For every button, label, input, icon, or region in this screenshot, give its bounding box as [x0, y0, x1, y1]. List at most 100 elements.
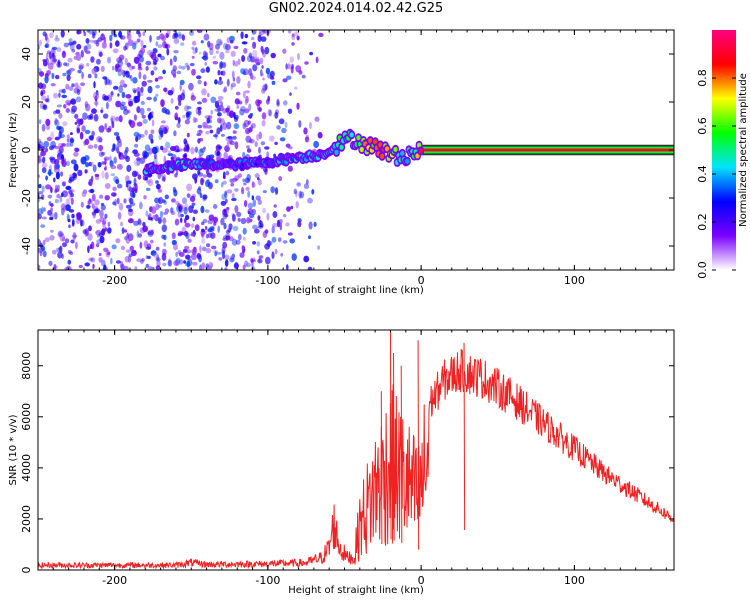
spectrogram-noise-speckle: [223, 222, 227, 230]
spectrogram-noise-speckle: [178, 205, 182, 212]
spectrogram-noise-speckle: [261, 73, 264, 77]
spectrogram-noise-speckle: [262, 230, 268, 238]
spectrogram-noise-speckle: [315, 56, 319, 64]
spectrogram-noise-speckle: [76, 212, 80, 217]
spectrogram-noise-speckle: [121, 69, 125, 76]
ridge-blob: [356, 135, 361, 141]
spectrogram-noise-speckle: [154, 153, 157, 160]
spectrogram-noise-speckle: [243, 47, 248, 54]
spectrogram-noise-speckle: [261, 65, 264, 69]
spectrogram-noise-speckle: [43, 207, 46, 212]
spectrogram-noise-speckle: [69, 251, 74, 255]
spectrogram-noise-speckle: [104, 195, 110, 201]
spectrogram-noise-speckle: [269, 135, 275, 142]
spectrogram-noise-speckle: [89, 188, 95, 194]
spectrogram-noise-speckle: [212, 60, 218, 65]
spectrogram-noise-speckle: [177, 250, 182, 255]
spectrogram-noise-speckle: [155, 246, 160, 251]
spectrogram-noise-speckle: [198, 51, 202, 55]
spectrogram-noise-speckle: [264, 146, 270, 150]
spectrogram-noise-speckle: [291, 63, 294, 69]
spectrogram-noise-speckle: [257, 199, 262, 205]
spectrogram-noise-speckle: [58, 145, 64, 154]
spectrogram-noise-speckle: [270, 186, 276, 194]
spectrogram-noise-speckle: [150, 229, 154, 236]
spectrogram-noise-speckle: [242, 90, 246, 99]
spectrogram-noise-speckle: [52, 58, 57, 63]
spectrogram-noise-speckle: [41, 162, 48, 168]
spectrogram-noise-speckle: [276, 219, 281, 228]
spectrogram-noise-speckle: [68, 41, 74, 46]
spectrogram-heatmap: [38, 30, 674, 270]
spectrogram-noise-speckle: [155, 84, 161, 89]
spectrogram-noise-speckle: [172, 73, 177, 78]
spectrogram-noise-speckle: [71, 213, 75, 219]
spectrogram-noise-speckle: [105, 101, 109, 110]
spectrogram-noise-speckle: [232, 59, 235, 67]
spectrogram-noise-speckle: [115, 260, 122, 264]
spectrogram-noise-speckle: [265, 256, 271, 265]
spectrogram-noise-speckle: [220, 217, 225, 226]
spectrogram-noise-speckle: [187, 238, 192, 243]
spectrogram-noise-speckle: [220, 182, 224, 188]
spectrogram-noise-speckle: [159, 210, 164, 219]
spectrogram-noise-speckle: [257, 178, 262, 186]
spectrogram-noise-speckle: [157, 76, 163, 80]
spectrogram-noise-speckle: [264, 46, 270, 55]
spectrogram-noise-speckle: [304, 61, 309, 65]
spectrogram-noise-speckle: [224, 191, 228, 199]
spectrogram-noise-speckle: [50, 207, 53, 213]
spectrogram-noise-speckle: [111, 65, 115, 71]
spectrogram-noise-speckle: [139, 241, 143, 249]
spectrogram-noise-speckle: [53, 110, 57, 115]
spectrogram-noise-speckle: [58, 232, 64, 237]
spectrogram-noise-speckle: [212, 216, 218, 223]
spectrogram-noise-speckle: [230, 82, 236, 88]
spectrogram-noise-speckle: [226, 78, 230, 87]
spectrogram-noise-speckle: [259, 57, 264, 65]
spectrogram-noise-speckle: [128, 186, 133, 192]
spectrogram-noise-speckle: [136, 121, 143, 127]
spectrogram-noise-speckle: [221, 246, 226, 255]
spectrogram-noise-speckle: [116, 197, 120, 205]
spectrogram-noise-speckle: [116, 135, 120, 141]
spectrogram-noise-speckle: [203, 125, 209, 129]
spectrogram-noise-speckle: [44, 44, 48, 48]
spectrogram-noise-speckle: [289, 238, 296, 244]
spectrogram-noise-speckle: [129, 245, 134, 251]
spectrogram-noise-speckle: [184, 245, 190, 250]
spectrogram-noise-speckle: [84, 129, 91, 135]
spectrogram-noise-speckle: [52, 52, 55, 60]
spectrogram-noise-speckle: [70, 197, 74, 205]
spectrogram-noise-speckle: [98, 125, 105, 133]
spectrogram-noise-speckle: [226, 121, 232, 130]
spectrogram-noise-speckle: [174, 105, 179, 110]
spectrogram-noise-speckle: [129, 197, 134, 205]
spectrogram-noise-speckle: [94, 199, 100, 206]
spectrogram-noise-speckle: [286, 63, 292, 70]
spectrogram-noise-speckle: [262, 207, 266, 214]
spectrogram-noise-speckle: [278, 176, 283, 182]
spectrogram-noise-speckle: [44, 76, 49, 84]
spectrogram-noise-speckle: [118, 85, 124, 94]
spectrogram-noise-speckle: [146, 49, 153, 56]
spectrogram-noise-speckle: [255, 195, 261, 201]
spectrogram-noise-speckle: [268, 109, 273, 117]
spectrogram-noise-speckle: [58, 154, 62, 159]
spectrogram-noise-speckle: [186, 113, 191, 121]
spectrogram-noise-speckle: [197, 101, 202, 105]
spectrogram-noise-speckle: [235, 91, 241, 96]
spectrogram-noise-speckle: [243, 108, 250, 114]
spectrogram-noise-speckle: [73, 55, 78, 60]
spectrogram-noise-speckle: [127, 31, 130, 40]
spectrogram-x-axis-label: Height of straight line (km): [288, 285, 424, 296]
spectrogram-noise-speckle: [84, 262, 90, 267]
spectrogram-noise-speckle: [230, 84, 233, 91]
spectrogram-noise-speckle: [145, 66, 149, 71]
spectrogram-noise-speckle: [191, 205, 195, 209]
spectrogram-noise-speckle: [142, 45, 147, 48]
spectrogram-noise-speckle: [99, 194, 104, 199]
spectrogram-noise-speckle: [249, 112, 254, 117]
spectrogram-noise-speckle: [45, 184, 52, 190]
spectrogram-noise-speckle: [225, 49, 230, 54]
